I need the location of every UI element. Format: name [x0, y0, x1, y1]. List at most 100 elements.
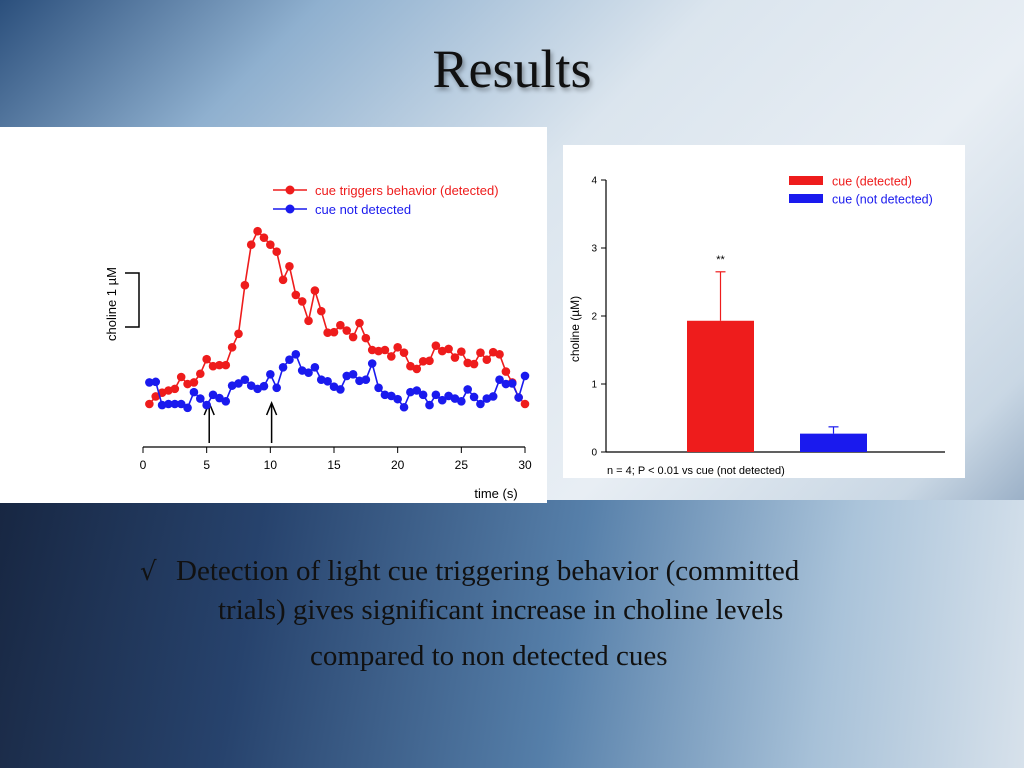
- choline-bar-chart: cue (detected) cue (not detected) 0 1 2 3 4 *…: [568, 175, 945, 477]
- data-point-not-detected: [170, 399, 180, 409]
- data-point-not-detected: [507, 379, 517, 388]
- data-point-detected: [380, 345, 390, 355]
- data-point-not-detected: [246, 381, 256, 390]
- time-axis: 0 5 10 15 20 25 30: [140, 446, 532, 472]
- data-point-not-detected: [476, 399, 485, 409]
- scale-bar-label: choline 1 µM: [104, 267, 119, 341]
- data-point-not-detected: [240, 375, 250, 384]
- data-point-not-detected: [367, 359, 377, 368]
- data-point-detected: [355, 318, 364, 328]
- data-point-not-detected: [425, 400, 434, 410]
- legend-swatch-not-detected: [789, 194, 823, 203]
- data-point-detected: [304, 316, 313, 326]
- y-axis: 0 1 2 3 4: [591, 176, 945, 459]
- legend-marker-not-detected: [285, 204, 295, 214]
- data-point-not-detected: [495, 375, 504, 384]
- data-point-detected: [297, 297, 307, 306]
- data-point-detected: [234, 329, 243, 339]
- y-tick-label: 3: [591, 244, 597, 255]
- data-point-detected: [151, 392, 161, 401]
- data-point-detected: [266, 240, 275, 249]
- data-point-detected: [342, 326, 352, 335]
- data-point-detected: [399, 348, 409, 357]
- data-point-not-detected: [304, 368, 313, 377]
- time-course-series: [145, 226, 530, 413]
- data-point-detected: [278, 275, 288, 285]
- bar-detected: [687, 320, 754, 452]
- data-point-detected: [393, 343, 402, 352]
- x-tick-label: 25: [455, 458, 469, 472]
- x-axis-label: time (s): [474, 486, 517, 501]
- data-point-not-detected: [151, 377, 161, 387]
- data-point-detected: [431, 341, 441, 350]
- y-tick-label: 1: [591, 380, 597, 391]
- data-point-detected: [367, 345, 377, 355]
- cue-arrows: [203, 401, 278, 443]
- time-course-legend: cue triggers behavior (detected) cue not…: [273, 183, 499, 217]
- data-point-detected: [253, 226, 262, 236]
- data-point-not-detected: [469, 392, 479, 402]
- data-point-not-detected: [387, 391, 396, 401]
- slide-title: Results: [432, 39, 592, 99]
- data-point-detected: [336, 320, 345, 330]
- data-point-detected: [476, 348, 485, 357]
- data-point-detected: [196, 369, 205, 379]
- data-point-detected: [310, 286, 320, 295]
- data-point-not-detected: [291, 350, 301, 359]
- data-point-detected: [176, 372, 186, 382]
- cue-arrow-icon: [265, 401, 278, 443]
- data-point-detected: [387, 352, 396, 361]
- data-point-detected: [361, 333, 371, 343]
- time-course-chart-panel: cue triggers behavior (detected) cue not…: [0, 127, 547, 503]
- data-point-detected: [520, 399, 530, 409]
- data-point-detected: [501, 367, 511, 376]
- series-line-detected: [148, 229, 526, 405]
- bullet-text-1: Detection of light cue triggering behavi…: [176, 555, 800, 587]
- data-point-detected: [469, 359, 479, 369]
- data-point-not-detected: [355, 376, 364, 386]
- result-bullet: √ Detection of light cue triggering behav…: [140, 552, 940, 675]
- data-point-not-detected: [399, 402, 409, 412]
- error-bar: [828, 426, 839, 434]
- data-point-not-detected: [514, 393, 523, 402]
- data-point-not-detected: [266, 370, 275, 379]
- bullet-line-3: compared to non detected cues: [310, 640, 668, 672]
- legend-label-detected: cue (detected): [832, 175, 912, 189]
- data-point-detected: [215, 360, 224, 370]
- y-tick-label: 0: [591, 448, 597, 459]
- data-point-detected: [316, 306, 326, 316]
- data-point-not-detected: [157, 400, 167, 410]
- data-point-not-detected: [285, 355, 294, 365]
- data-point-not-detected: [278, 362, 288, 372]
- data-point-detected: [457, 347, 466, 356]
- data-point-not-detected: [361, 375, 371, 384]
- data-point-detected: [412, 364, 422, 374]
- data-point-detected: [348, 332, 358, 342]
- data-point-not-detected: [412, 386, 422, 395]
- bullet-line-2: trials) gives significant increase in ch…: [218, 594, 784, 626]
- data-point-detected: [221, 360, 231, 370]
- data-point-detected: [374, 346, 383, 356]
- data-point-not-detected: [374, 383, 383, 393]
- data-point-detected: [202, 354, 211, 364]
- time-course-chart: cue triggers behavior (detected) cue not…: [104, 183, 532, 501]
- data-point-not-detected: [208, 390, 218, 400]
- data-point-not-detected: [272, 383, 282, 393]
- scale-bar-bracket: [125, 272, 140, 328]
- data-point-not-detected: [145, 378, 154, 387]
- legend-label-detected: cue triggers behavior (detected): [315, 183, 499, 198]
- bullet-line-1: √ Detection of light cue triggering behav…: [140, 552, 940, 591]
- data-point-not-detected: [418, 390, 428, 400]
- data-point-not-detected: [176, 399, 186, 409]
- data-point-detected: [482, 355, 492, 365]
- checkmark-icon: √: [140, 557, 157, 587]
- data-point-detected: [425, 356, 434, 366]
- data-point-not-detected: [323, 377, 332, 386]
- legend-label-not-detected: cue not detected: [315, 202, 411, 217]
- data-point-detected: [329, 327, 339, 337]
- data-point-detected: [418, 357, 428, 366]
- data-point-detected: [495, 350, 504, 359]
- data-point-not-detected: [463, 385, 473, 394]
- data-point-not-detected: [457, 397, 466, 406]
- error-bar: [715, 271, 726, 321]
